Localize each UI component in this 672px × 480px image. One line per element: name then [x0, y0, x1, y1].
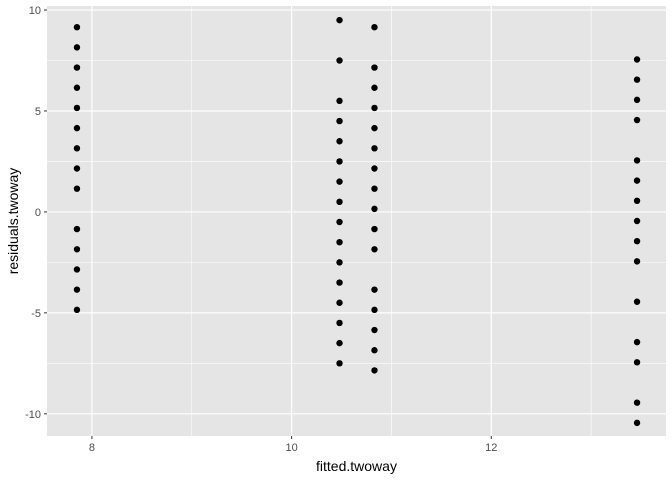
data-point	[371, 64, 378, 71]
data-point	[73, 104, 81, 112]
data-point	[336, 319, 343, 327]
data-point	[633, 96, 641, 104]
x-tick-label: 10	[285, 442, 297, 454]
data-point	[73, 64, 81, 71]
data-point	[73, 286, 81, 293]
data-point	[633, 359, 641, 366]
data-point	[336, 178, 343, 185]
data-point	[371, 23, 378, 31]
y-axis-title: residuals.twoway	[5, 168, 21, 275]
data-point	[73, 23, 81, 31]
data-point	[633, 177, 641, 184]
data-point	[633, 157, 641, 164]
data-point	[371, 286, 378, 293]
data-point	[73, 185, 81, 192]
data-point	[371, 124, 378, 132]
data-point	[73, 145, 81, 152]
data-point	[371, 205, 378, 213]
data-point	[336, 117, 343, 125]
data-point	[371, 347, 378, 354]
data-point	[633, 419, 641, 427]
data-point	[371, 185, 378, 192]
data-point	[73, 266, 81, 273]
data-point	[371, 84, 378, 91]
y-tick-label: 5	[35, 106, 41, 118]
x-axis-title: fitted.twoway	[316, 458, 397, 474]
data-point	[371, 225, 378, 233]
plot-panel	[47, 6, 666, 436]
data-point	[336, 16, 343, 24]
data-point	[371, 326, 378, 334]
data-point	[336, 238, 343, 246]
data-point	[336, 138, 343, 145]
data-point	[336, 299, 343, 306]
data-point	[336, 97, 343, 105]
y-tick-label: 0	[35, 207, 41, 219]
data-point	[633, 258, 641, 265]
data-point	[336, 279, 343, 286]
data-point	[371, 104, 378, 112]
data-point	[633, 237, 641, 245]
data-point	[336, 198, 343, 206]
data-point	[371, 246, 378, 253]
x-tick-label: 8	[89, 442, 95, 454]
y-tick-label: -5	[31, 308, 41, 320]
data-point	[633, 338, 641, 346]
data-point	[73, 84, 81, 91]
data-point	[633, 399, 641, 406]
data-point	[633, 197, 641, 205]
data-point	[73, 165, 81, 172]
data-point	[336, 158, 343, 165]
data-point	[633, 298, 641, 305]
data-points	[73, 16, 641, 427]
y-tick-label: -10	[25, 409, 41, 421]
data-point	[73, 306, 81, 314]
data-point	[633, 116, 641, 124]
data-point	[73, 124, 81, 132]
data-point	[371, 165, 378, 172]
data-point	[371, 306, 378, 314]
data-point	[336, 259, 343, 266]
x-axis: 8 10 12	[89, 436, 497, 454]
data-point	[73, 246, 81, 253]
data-point	[633, 56, 641, 63]
data-point	[73, 225, 81, 233]
data-point	[336, 57, 343, 64]
data-point	[371, 145, 378, 152]
y-axis: -10 -5 0 5 10	[25, 5, 47, 421]
data-point	[336, 218, 343, 226]
data-point	[336, 339, 343, 347]
data-point	[73, 44, 81, 51]
minor-gridlines	[47, 6, 666, 436]
data-point	[633, 217, 641, 225]
data-point	[336, 360, 343, 367]
y-tick-label: 10	[29, 5, 41, 17]
x-tick-label: 12	[485, 442, 497, 454]
major-gridlines	[47, 6, 666, 436]
data-point	[371, 367, 378, 374]
data-point	[633, 76, 641, 83]
